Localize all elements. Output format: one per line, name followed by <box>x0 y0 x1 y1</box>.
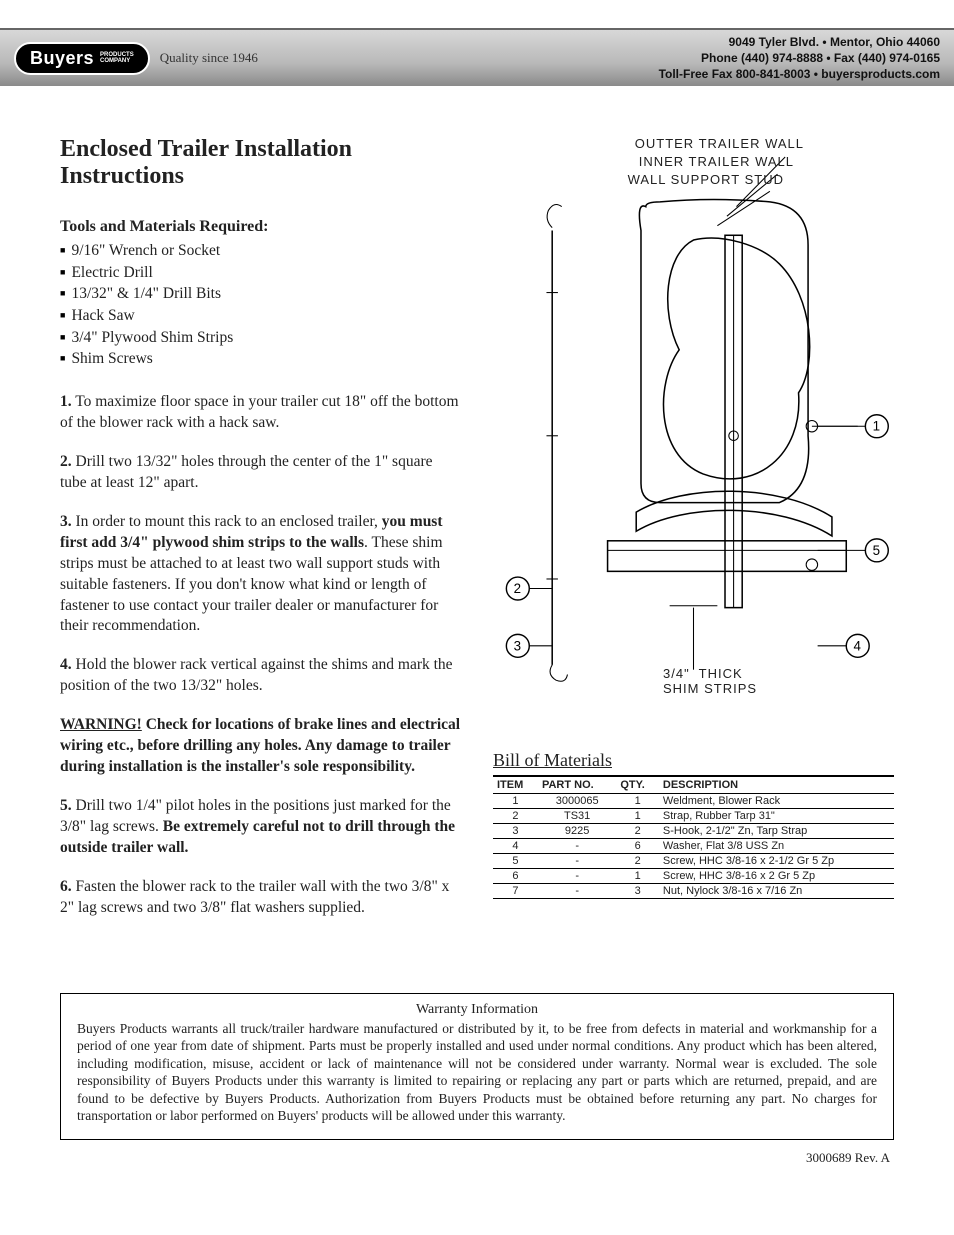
svg-text:1: 1 <box>873 419 881 434</box>
bom-row: 130000651Weldment, Blower Rack <box>493 794 894 809</box>
tools-heading: Tools and Materials Required: <box>60 218 461 236</box>
svg-text:3: 3 <box>514 638 522 653</box>
step-5: 5. Drill two 1/4" pilot holes in the pos… <box>60 796 461 859</box>
bom-cell: 4 <box>493 839 538 854</box>
bom-cell: 1 <box>616 809 659 824</box>
bom-cell: 3000065 <box>538 794 616 809</box>
step-number: 5. <box>60 797 72 814</box>
address-line-2: Phone (440) 974-8888 • Fax (440) 974-016… <box>659 50 940 66</box>
bom-cell: 3 <box>493 824 538 839</box>
warning-paragraph: WARNING! Check for locations of brake li… <box>60 715 461 778</box>
step-1: 1. To maximize floor space in your trail… <box>60 392 461 434</box>
bom-cell: - <box>538 839 616 854</box>
bom-row: 4-6Washer, Flat 3/8 USS Zn <box>493 839 894 854</box>
company-address: 9049 Tyler Blvd. • Mentor, Ohio 44060 Ph… <box>659 34 940 83</box>
logo-text: Buyers <box>30 48 94 69</box>
bom-cell: Weldment, Blower Rack <box>659 794 894 809</box>
bom-col-item: ITEM <box>493 776 538 794</box>
diagram-label-outer: OUTTER TRAILER WALL <box>635 136 804 151</box>
bom-row: 6-1Screw, HHC 3/8-16 x 2 Gr 5 Zp <box>493 869 894 884</box>
step-number: 4. <box>60 656 72 673</box>
bom-header-row: ITEM PART NO. QTY. DESCRIPTION <box>493 776 894 794</box>
step-2: 2. Drill two 13/32" holes through the ce… <box>60 452 461 494</box>
bom-cell: 7 <box>493 884 538 899</box>
bom-cell: 1 <box>616 869 659 884</box>
diagram-svg: 1 5 4 2 3 <box>493 136 894 726</box>
tool-item: Shim Screws <box>60 348 461 370</box>
step-text: To maximize floor space in your trailer … <box>60 393 459 431</box>
diagram-label-stud: WALL SUPPORT STUD <box>628 172 784 187</box>
tool-item: Hack Saw <box>60 305 461 327</box>
bom-row: 7-3Nut, Nylock 3/8-16 x 7/16 Zn <box>493 884 894 899</box>
warranty-body: Buyers Products warrants all truck/trail… <box>77 1020 877 1125</box>
diagram-label-inner: INNER TRAILER WALL <box>639 154 794 169</box>
bom-row: 392252S-Hook, 2-1/2" Zn, Tarp Strap <box>493 824 894 839</box>
bom-cell: 1 <box>493 794 538 809</box>
logo: Buyers PRODUCTS COMPANY <box>14 42 150 75</box>
instructions-column: Enclosed Trailer Installation Instructio… <box>60 136 461 937</box>
bom-cell: 1 <box>616 794 659 809</box>
svg-text:4: 4 <box>854 638 862 653</box>
diagram-label-shim: 3/4" THICK SHIM STRIPS <box>663 666 757 696</box>
step-number: 2. <box>60 453 72 470</box>
step-text: Drill two 13/32" holes through the cente… <box>60 453 433 491</box>
footer-revision: 3000689 Rev. A <box>60 1150 894 1166</box>
step-text: Fasten the blower rack to the trailer wa… <box>60 878 449 916</box>
page-content: Enclosed Trailer Installation Instructio… <box>0 86 954 1196</box>
bom-cell: Screw, HHC 3/8-16 x 2 Gr 5 Zp <box>659 869 894 884</box>
bom-cell: 2 <box>616 854 659 869</box>
bom-row: 5-2Screw, HHC 3/8-16 x 2-1/2 Gr 5 Zp <box>493 854 894 869</box>
address-line-3: Toll-Free Fax 800-841-8003 • buyersprodu… <box>659 66 940 82</box>
step-6: 6. Fasten the blower rack to the trailer… <box>60 877 461 919</box>
page-title: Enclosed Trailer Installation Instructio… <box>60 136 461 190</box>
bom-cell: 6 <box>616 839 659 854</box>
diagram-column: OUTTER TRAILER WALL INNER TRAILER WALL W… <box>493 136 894 937</box>
svg-text:5: 5 <box>873 543 881 558</box>
tool-item: Electric Drill <box>60 262 461 284</box>
diagram: OUTTER TRAILER WALL INNER TRAILER WALL W… <box>493 136 894 726</box>
bom-cell: 9225 <box>538 824 616 839</box>
bom-cell: 2 <box>616 824 659 839</box>
bom-cell: Screw, HHC 3/8-16 x 2-1/2 Gr 5 Zp <box>659 854 894 869</box>
step-number: 1. <box>60 393 72 410</box>
bom-row: 2TS311Strap, Rubber Tarp 31" <box>493 809 894 824</box>
bom-cell: 5 <box>493 854 538 869</box>
tool-item: 3/4" Plywood Shim Strips <box>60 327 461 349</box>
step-text: Hold the blower rack vertical against th… <box>60 656 453 694</box>
bom-cell: TS31 <box>538 809 616 824</box>
step-3: 3. In order to mount this rack to an enc… <box>60 512 461 638</box>
bom-title: Bill of Materials <box>493 750 894 771</box>
warning-label: WARNING! <box>60 716 142 733</box>
bom-cell: 3 <box>616 884 659 899</box>
bom-cell: - <box>538 884 616 899</box>
tools-list: 9/16" Wrench or Socket Electric Drill 13… <box>60 240 461 370</box>
bom-cell: S-Hook, 2-1/2" Zn, Tarp Strap <box>659 824 894 839</box>
bom-cell: Nut, Nylock 3/8-16 x 7/16 Zn <box>659 884 894 899</box>
address-line-1: 9049 Tyler Blvd. • Mentor, Ohio 44060 <box>659 34 940 50</box>
step-4: 4. Hold the blower rack vertical against… <box>60 655 461 697</box>
bom-col-part: PART NO. <box>538 776 616 794</box>
bom-table: ITEM PART NO. QTY. DESCRIPTION 130000651… <box>493 775 894 899</box>
step-text: In order to mount this rack to an enclos… <box>72 513 382 530</box>
tool-item: 9/16" Wrench or Socket <box>60 240 461 262</box>
bom-cell: 2 <box>493 809 538 824</box>
bom-col-desc: DESCRIPTION <box>659 776 894 794</box>
bom-col-qty: QTY. <box>616 776 659 794</box>
step-number: 3. <box>60 513 72 530</box>
bom-cell: - <box>538 869 616 884</box>
bom-cell: Washer, Flat 3/8 USS Zn <box>659 839 894 854</box>
bom-cell: Strap, Rubber Tarp 31" <box>659 809 894 824</box>
bom-cell: - <box>538 854 616 869</box>
warranty-box: Warranty Information Buyers Products war… <box>60 993 894 1140</box>
warranty-title: Warranty Information <box>77 1002 877 1018</box>
svg-text:2: 2 <box>514 581 522 596</box>
logo-sub: PRODUCTS COMPANY <box>100 52 134 64</box>
step-number: 6. <box>60 878 72 895</box>
logo-sub2: COMPANY <box>100 58 134 64</box>
tool-item: 13/32" & 1/4" Drill Bits <box>60 283 461 305</box>
header-left: Buyers PRODUCTS COMPANY Quality since 19… <box>14 42 258 75</box>
header-bar: Buyers PRODUCTS COMPANY Quality since 19… <box>0 28 954 86</box>
bom-cell: 6 <box>493 869 538 884</box>
tagline: Quality since 1946 <box>160 50 258 66</box>
